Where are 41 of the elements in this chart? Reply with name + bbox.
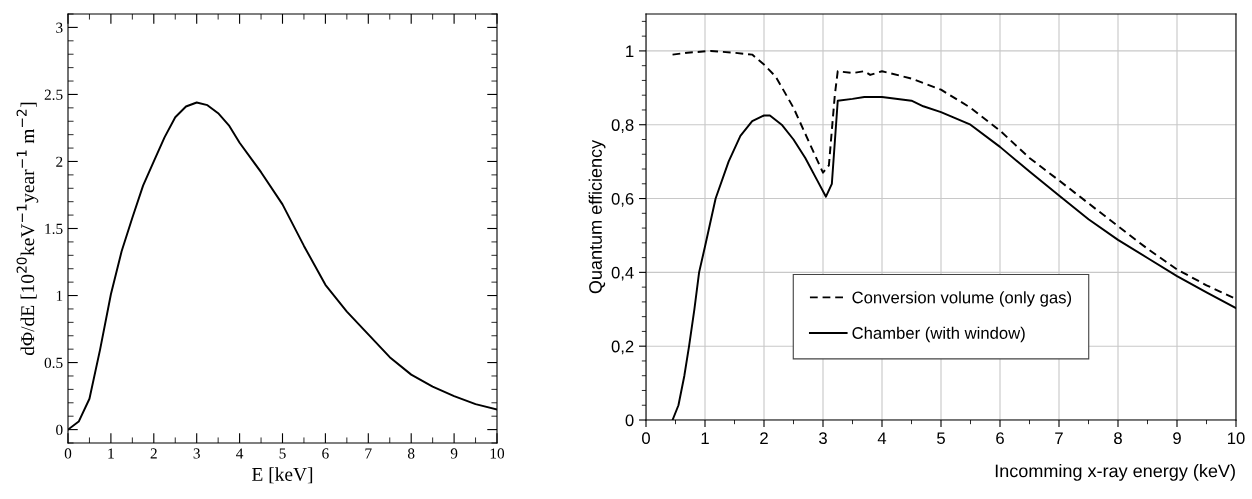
x-tick-label: 7 xyxy=(365,448,372,459)
x-tick-label: 1 xyxy=(108,448,114,459)
x-tick-label: 6 xyxy=(322,448,329,459)
legend-label: Chamber (with window) xyxy=(852,326,1025,343)
x-tick-label: 7 xyxy=(1055,432,1063,444)
x-tick-label: 0 xyxy=(64,448,72,459)
y-tick-label: 1.5 xyxy=(45,223,63,235)
x-tick-label: 8 xyxy=(407,448,415,459)
x-tick-label: 10 xyxy=(490,448,505,459)
x-tick-label: 10 xyxy=(1228,432,1245,445)
y-tick-label: 0,6 xyxy=(611,192,634,207)
x-axis-title: E [keV] xyxy=(252,467,313,484)
x-tick-label: 4 xyxy=(877,432,887,444)
y-tick-label: 3 xyxy=(56,22,63,33)
x-tick-label: 0 xyxy=(642,432,650,445)
x-tick-label: 3 xyxy=(819,432,827,445)
x-tick-label: 9 xyxy=(450,448,458,459)
y-tick-label: 2 xyxy=(56,156,63,167)
y-tick-label: 1 xyxy=(626,45,634,57)
y-axis-title: Quantum efficiency xyxy=(588,139,606,294)
y-tick-label: 2.5 xyxy=(44,89,63,100)
y-tick-label: 0.5 xyxy=(44,357,63,369)
x-tick-label: 8 xyxy=(1114,432,1122,445)
x-tick-label: 2 xyxy=(760,432,768,444)
y-tick-label: 0,8 xyxy=(611,119,634,133)
x-axis-title: Incomming x-ray energy (keV) xyxy=(995,464,1235,481)
y-tick-label: 0 xyxy=(625,414,634,427)
y-tick-label: 0,2 xyxy=(611,340,634,355)
x-tick-label: 4 xyxy=(236,448,244,459)
x-tick-label: 5 xyxy=(279,448,286,459)
x-tick-label: 5 xyxy=(937,432,945,445)
y-tick-label: 0 xyxy=(56,424,63,436)
x-tick-label: 9 xyxy=(1173,432,1181,445)
x-tick-label: 1 xyxy=(701,432,709,444)
x-tick-label: 3 xyxy=(193,448,200,459)
x-tick-label: 6 xyxy=(996,432,1004,445)
text: dΦ/dE [10$^{20}$keV$^{−1}$year$^{−1}$ m$^{−2}$] xyxy=(16,102,39,356)
x-tick-label: 2 xyxy=(150,448,157,459)
legend-label: Conversion volume (only gas) xyxy=(852,291,1072,307)
y-tick-label: 1 xyxy=(56,290,63,301)
y-tick-label: 0,4 xyxy=(611,266,634,281)
